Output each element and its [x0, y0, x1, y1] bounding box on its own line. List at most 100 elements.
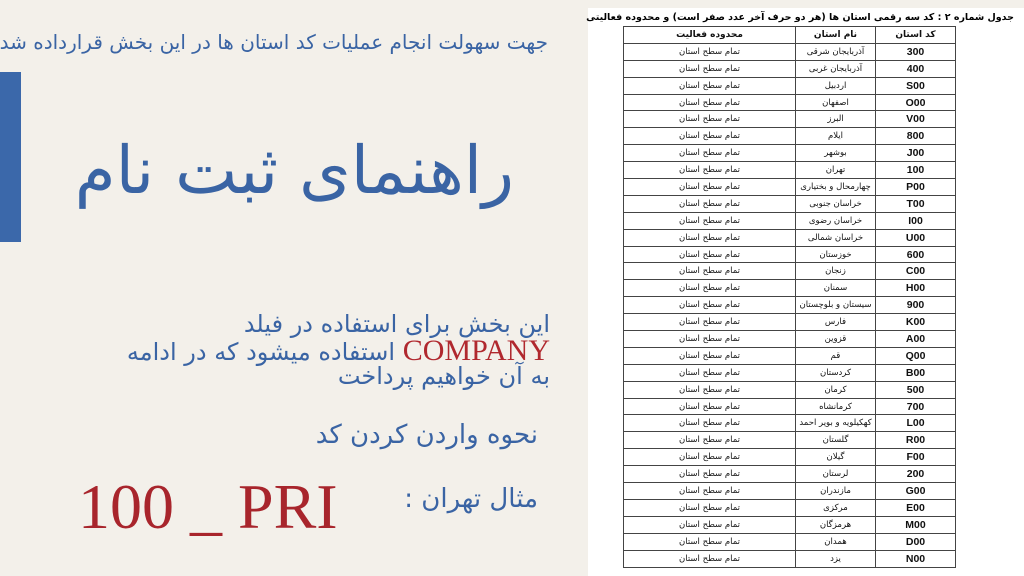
province-code: K00: [875, 313, 956, 332]
province-code: M00: [875, 515, 956, 534]
activity-scope: تمام سطح استان: [623, 346, 796, 365]
table-row: Q00 قم تمام سطح استان: [623, 346, 956, 365]
province-name: هرمزگان: [795, 515, 876, 534]
province-code: D00: [875, 532, 956, 551]
province-name: کرمانشاه: [795, 397, 876, 416]
howto-heading: نحوه واردن کردن کد: [315, 420, 538, 450]
activity-scope: تمام سطح استان: [623, 296, 796, 315]
province-name: اصفهان: [795, 93, 876, 112]
activity-scope: تمام سطح استان: [623, 515, 796, 534]
table-row: I00 خراسان رضوی تمام سطح استان: [623, 211, 956, 230]
activity-scope: تمام سطح استان: [623, 127, 796, 146]
activity-scope: تمام سطح استان: [623, 465, 796, 484]
activity-scope: تمام سطح استان: [623, 194, 796, 213]
table-header-row: کد استان نام استان محدوده فعالیت: [623, 26, 956, 44]
province-code: A00: [875, 330, 956, 348]
province-code: 900: [875, 296, 956, 315]
province-name: زنجان: [795, 262, 876, 281]
activity-scope: تمام سطح استان: [623, 380, 796, 399]
province-code: V00: [875, 110, 956, 129]
province-code: 400: [875, 59, 956, 78]
table-row: 500 کرمان تمام سطح استان: [623, 380, 956, 399]
province-code: E00: [875, 498, 956, 517]
table-row: 600 خوزستان تمام سطح استان: [623, 245, 956, 264]
body-line-1: این بخش برای استفاده در فیلد: [243, 310, 550, 338]
activity-scope: تمام سطح استان: [623, 262, 796, 281]
table-row: J00 بوشهر تمام سطح استان: [623, 144, 956, 163]
header-province: نام استان: [795, 26, 876, 44]
example-code: 100 _ PRI: [78, 471, 338, 542]
province-code: 700: [875, 397, 956, 416]
province-name: آذربایجان غربی: [795, 59, 876, 78]
province-name: خراسان رضوی: [795, 211, 876, 230]
table-row: H00 سمنان تمام سطح استان: [623, 279, 956, 298]
table-row: P00 چهارمحال و بختیاری تمام سطح استان: [623, 178, 956, 196]
slide-title: راهنمای ثبت نام: [74, 132, 514, 209]
activity-scope: تمام سطح استان: [623, 448, 796, 467]
province-name: لرستان: [795, 465, 876, 484]
table-row: 200 لرستان تمام سطح استان: [623, 465, 956, 484]
activity-scope: تمام سطح استان: [623, 397, 796, 416]
province-name: سمنان: [795, 279, 876, 298]
province-code-table-image: جدول شماره ۲ : کد سه رقمی استان ها (هر د…: [586, 8, 1024, 576]
province-name: البرز: [795, 110, 876, 129]
activity-scope: تمام سطح استان: [623, 144, 796, 163]
activity-scope: تمام سطح استان: [623, 59, 796, 78]
province-code: U00: [875, 228, 956, 247]
province-name: کهکیلویه و بویر احمد: [795, 414, 876, 433]
province-code: 200: [875, 465, 956, 484]
activity-scope: تمام سطح استان: [623, 498, 796, 517]
province-code: 100: [875, 161, 956, 180]
table-caption: جدول شماره ۲ : کد سه رقمی استان ها (هر د…: [586, 12, 1014, 23]
province-name: خراسان شمالی: [795, 228, 876, 247]
province-name: آذربایجان شرقی: [795, 42, 876, 61]
province-code-table: کد استان نام استان محدوده فعالیت 300 آذرب…: [623, 26, 956, 568]
province-name: بوشهر: [795, 144, 876, 163]
activity-scope: تمام سطح استان: [623, 161, 796, 180]
table-row: G00 مازندران تمام سطح استان: [623, 482, 956, 500]
activity-scope: تمام سطح استان: [623, 313, 796, 332]
table-row: T00 خراسان جنوبی تمام سطح استان: [623, 194, 956, 213]
activity-scope: تمام سطح استان: [623, 279, 796, 298]
activity-scope: تمام سطح استان: [623, 42, 796, 61]
province-code: S00: [875, 76, 956, 95]
province-code: N00: [875, 549, 956, 568]
table-row: N00 یزد تمام سطح استان: [623, 549, 956, 568]
province-code: 300: [875, 42, 956, 61]
province-code: C00: [875, 262, 956, 281]
table-row: L00 کهکیلویه و بویر احمد تمام سطح استان: [623, 414, 956, 433]
province-code: I00: [875, 211, 956, 230]
province-code: J00: [875, 144, 956, 163]
body-line-2: COMPANY استفاده میشود که در ادامه: [127, 334, 550, 368]
province-code: P00: [875, 178, 956, 196]
table-row: R00 گلستان تمام سطح استان: [623, 431, 956, 450]
table-row: V00 البرز تمام سطح استان: [623, 110, 956, 129]
activity-scope: تمام سطح استان: [623, 93, 796, 112]
table-row: 700 کرمانشاه تمام سطح استان: [623, 397, 956, 416]
province-code: F00: [875, 448, 956, 467]
activity-scope: تمام سطح استان: [623, 482, 796, 500]
province-name: همدان: [795, 532, 876, 551]
province-code: G00: [875, 482, 956, 500]
province-name: تهران: [795, 161, 876, 180]
province-name: اردبیل: [795, 76, 876, 95]
example-label: مثال تهران :: [404, 484, 538, 514]
activity-scope: تمام سطح استان: [623, 330, 796, 348]
province-name: خوزستان: [795, 245, 876, 264]
table-row: D00 همدان تمام سطح استان: [623, 532, 956, 551]
activity-scope: تمام سطح استان: [623, 211, 796, 230]
header-activity: محدوده فعالیت: [623, 26, 796, 44]
body-line-3: به آن خواهیم پرداخت: [337, 362, 550, 390]
province-name: مرکزی: [795, 498, 876, 517]
province-code: H00: [875, 279, 956, 298]
table-row: 900 سیستان و بلوچستان تمام سطح استان: [623, 296, 956, 315]
province-code: O00: [875, 93, 956, 112]
intro-text: جهت سهولت انجام عملیات کد استان ها در ای…: [0, 30, 548, 54]
province-name: قم: [795, 346, 876, 365]
body-line-2-text: استفاده میشود که در ادامه: [126, 338, 396, 366]
table-row: K00 فارس تمام سطح استان: [623, 313, 956, 332]
province-code: 800: [875, 127, 956, 146]
activity-scope: تمام سطح استان: [623, 110, 796, 129]
activity-scope: تمام سطح استان: [623, 363, 796, 382]
table-row: B00 کردستان تمام سطح استان: [623, 363, 956, 382]
